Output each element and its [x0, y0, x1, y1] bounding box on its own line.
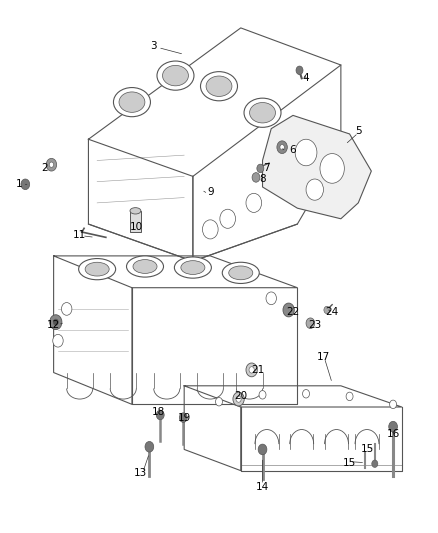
Text: 7: 7 [264, 164, 270, 173]
Text: 18: 18 [152, 407, 165, 417]
Text: 5: 5 [355, 126, 362, 136]
Circle shape [306, 318, 315, 328]
Ellipse shape [229, 266, 253, 280]
Text: 1: 1 [15, 179, 22, 189]
Text: 23: 23 [308, 320, 321, 330]
Circle shape [246, 363, 257, 377]
Text: 12: 12 [47, 320, 60, 330]
Text: 3: 3 [150, 42, 157, 52]
Text: 11: 11 [73, 230, 86, 240]
Circle shape [236, 396, 241, 402]
Circle shape [283, 303, 294, 317]
Circle shape [259, 391, 266, 399]
Circle shape [258, 444, 267, 455]
Circle shape [277, 141, 287, 154]
Circle shape [390, 400, 396, 409]
Text: 17: 17 [317, 352, 330, 361]
Text: 19: 19 [177, 413, 191, 423]
Circle shape [61, 303, 72, 316]
Ellipse shape [181, 261, 205, 274]
Text: 10: 10 [130, 222, 143, 232]
Text: 15: 15 [360, 445, 374, 455]
Circle shape [220, 209, 236, 228]
Circle shape [180, 413, 187, 422]
Circle shape [53, 334, 63, 347]
Ellipse shape [157, 61, 194, 90]
Bar [130, 211, 141, 232]
Text: 24: 24 [325, 306, 339, 317]
Ellipse shape [222, 262, 259, 284]
Ellipse shape [206, 76, 232, 96]
Circle shape [145, 441, 154, 452]
Circle shape [233, 392, 244, 406]
Text: 6: 6 [290, 145, 296, 155]
Text: 22: 22 [286, 306, 300, 317]
Ellipse shape [85, 262, 109, 276]
Circle shape [296, 66, 303, 75]
Text: 8: 8 [259, 174, 266, 184]
Circle shape [306, 179, 323, 200]
Circle shape [320, 154, 344, 183]
Text: 14: 14 [256, 481, 269, 491]
Circle shape [202, 220, 218, 239]
Ellipse shape [113, 87, 150, 117]
Ellipse shape [127, 256, 163, 277]
Ellipse shape [133, 260, 157, 273]
Text: 2: 2 [42, 164, 48, 173]
Circle shape [49, 315, 62, 329]
Polygon shape [262, 115, 371, 219]
Circle shape [53, 319, 58, 325]
Text: 4: 4 [303, 73, 309, 83]
Circle shape [215, 398, 223, 406]
Circle shape [249, 367, 254, 373]
Ellipse shape [174, 257, 212, 278]
Circle shape [252, 173, 260, 182]
Circle shape [49, 162, 53, 167]
Text: 21: 21 [251, 365, 265, 375]
Circle shape [372, 460, 378, 467]
Text: 16: 16 [386, 429, 400, 439]
Ellipse shape [250, 102, 276, 123]
Circle shape [266, 292, 276, 305]
Ellipse shape [244, 98, 281, 127]
Circle shape [246, 193, 261, 213]
Ellipse shape [119, 92, 145, 112]
Ellipse shape [201, 71, 237, 101]
Circle shape [46, 158, 57, 171]
Circle shape [257, 164, 264, 173]
Circle shape [21, 179, 30, 190]
Ellipse shape [79, 259, 116, 280]
Circle shape [346, 392, 353, 401]
Text: 9: 9 [207, 187, 214, 197]
Text: 15: 15 [343, 458, 356, 467]
Circle shape [156, 410, 164, 419]
Ellipse shape [162, 66, 188, 86]
Text: 20: 20 [234, 391, 247, 401]
Ellipse shape [130, 208, 141, 214]
Text: 13: 13 [134, 469, 147, 478]
Circle shape [280, 144, 284, 150]
Circle shape [295, 139, 317, 166]
Circle shape [324, 306, 330, 314]
Circle shape [389, 421, 397, 432]
Circle shape [303, 390, 310, 398]
